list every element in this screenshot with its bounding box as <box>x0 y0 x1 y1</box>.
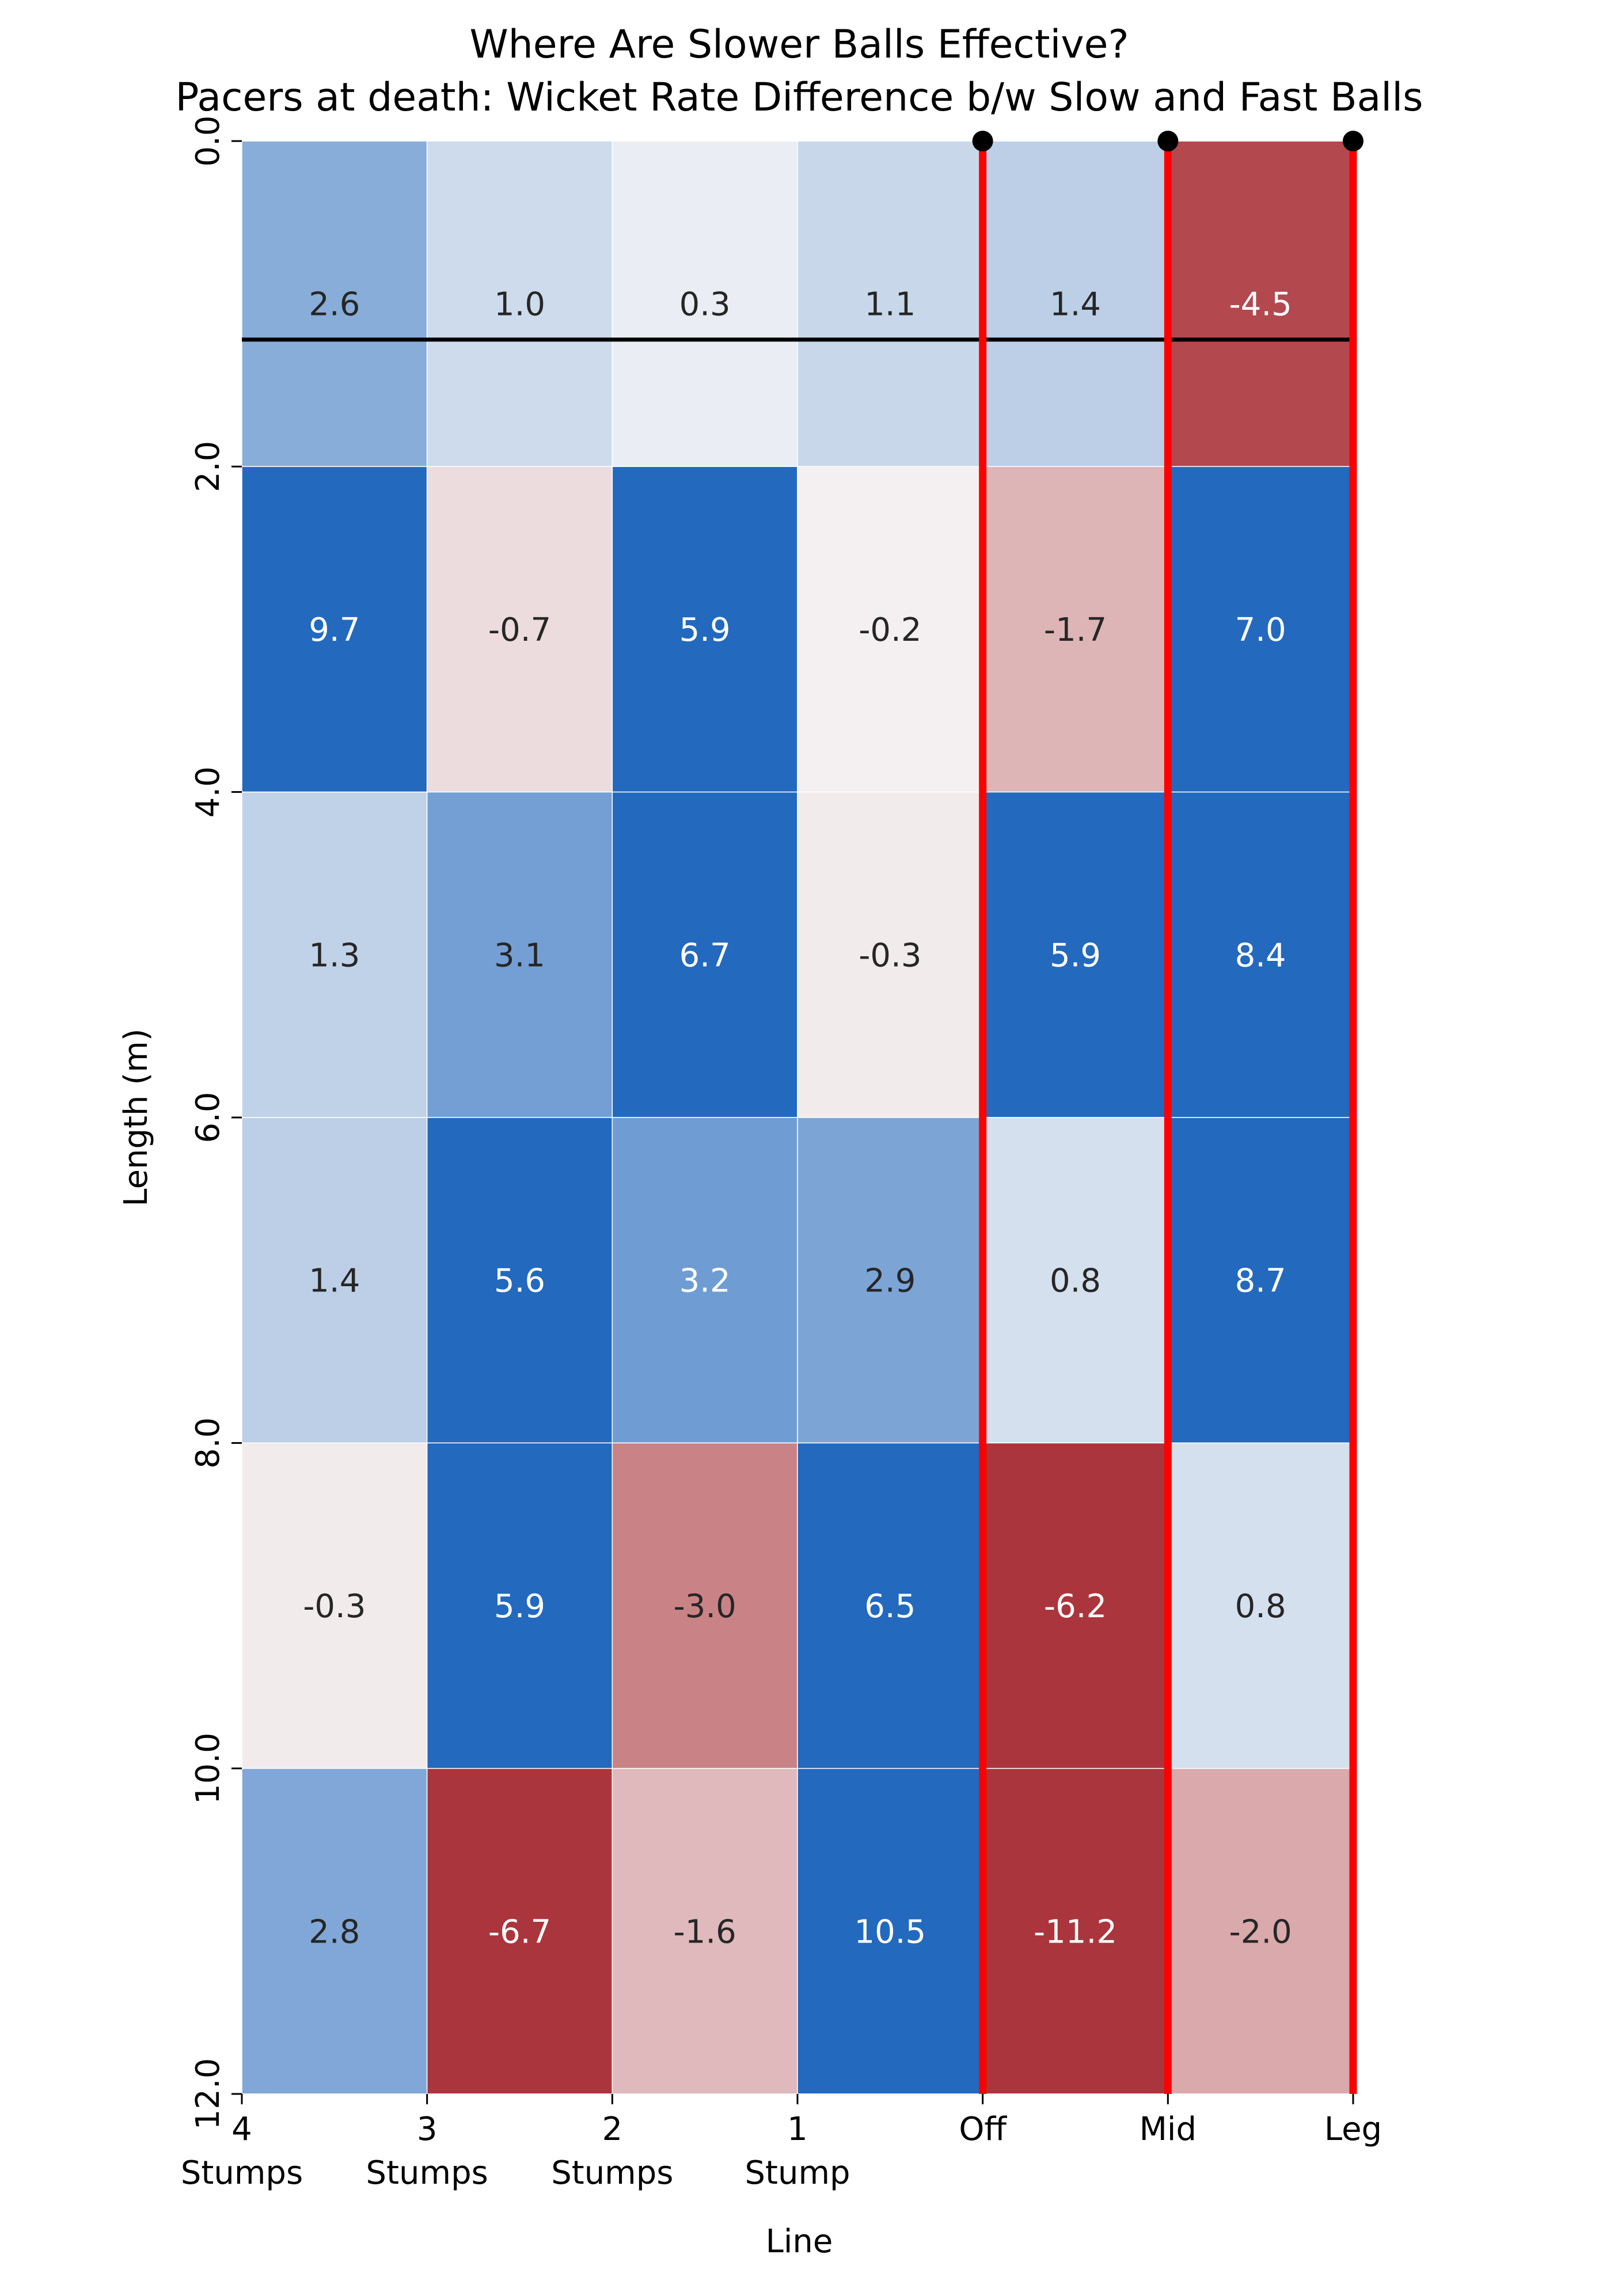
heatmap-cell <box>797 466 983 793</box>
cell-value-label: 0.8 <box>1235 1588 1286 1625</box>
stump-marker <box>1343 131 1363 151</box>
x-tick-label: 1 <box>787 2111 808 2148</box>
heatmap-cell <box>797 1767 983 2094</box>
heatmap-cell <box>797 140 983 467</box>
heatmap-cell <box>426 791 613 1118</box>
heatmap-cell <box>982 791 1169 1118</box>
heatmap-cell <box>612 140 798 467</box>
cell-value-label: 5.9 <box>1050 937 1101 974</box>
heatmap-cell <box>426 1117 613 1444</box>
cell-value-label: -11.2 <box>1034 1913 1117 1951</box>
cell-value-label: 2.9 <box>864 1263 916 1300</box>
chart-title: Where Are Slower Balls Effective? <box>469 22 1129 67</box>
x-tick-label: Off <box>959 2111 1007 2148</box>
cell-value-label: 5.9 <box>679 611 731 649</box>
heatmap-cell <box>982 1767 1169 2094</box>
x-tick-label: 2 <box>602 2111 623 2148</box>
heatmap-cell <box>612 1117 798 1444</box>
y-tick-label: 12.0 <box>189 2058 227 2130</box>
y-axis-label: Length (m) <box>117 1028 155 1206</box>
y-tick-label: 0.0 <box>189 115 227 166</box>
cell-value-label: 1.1 <box>864 286 916 324</box>
cell-value-label: -0.7 <box>488 611 551 649</box>
cell-value-label: 1.3 <box>309 937 360 974</box>
x-tick-label: Leg <box>1324 2111 1382 2148</box>
cell-value-label: -0.2 <box>859 611 921 649</box>
cell-value-label: 1.4 <box>309 1263 360 1300</box>
cell-value-label: -4.5 <box>1229 286 1292 324</box>
heatmap-cell <box>426 140 613 467</box>
heatmap-cell <box>797 1117 983 1444</box>
cell-value-label: -3.0 <box>674 1588 736 1625</box>
cell-value-label: 5.6 <box>494 1263 545 1300</box>
heatmap-cell <box>241 1767 428 2094</box>
cell-value-label: 3.1 <box>494 937 545 974</box>
cell-value-label: -6.2 <box>1044 1588 1107 1625</box>
cell-value-label: -1.6 <box>674 1913 736 1951</box>
cell-value-label: 0.8 <box>1050 1263 1101 1300</box>
cell-value-label: 0.3 <box>679 286 731 324</box>
cell-value-label: 10.5 <box>854 1913 926 1951</box>
heatmap-cell <box>1167 466 1354 793</box>
cell-value-label: -2.0 <box>1229 1913 1292 1951</box>
cell-value-label: 1.0 <box>494 286 545 324</box>
heatmap-cell <box>982 1442 1169 1769</box>
heatmap-cell <box>241 466 428 793</box>
x-tick-label: Stumps <box>366 2154 488 2192</box>
cell-value-label: 6.5 <box>864 1588 916 1625</box>
x-axis-label: Line <box>766 2223 833 2260</box>
cell-value-label: 1.4 <box>1050 286 1101 324</box>
y-tick-label: 6.0 <box>189 1092 227 1143</box>
cell-value-label: -6.7 <box>488 1913 551 1951</box>
heatmap-cell <box>241 791 428 1118</box>
heatmap-cells: 2.6 1.0 0.3 1.1 1.4 -4.5 9.7 -0.7 5.9 -0.2 -1.7 7.0… <box>241 140 1354 2094</box>
cell-value-label: 7.0 <box>1235 611 1286 649</box>
x-tick-label: Stumps <box>181 2154 303 2192</box>
x-axis: 4 Stumps 3 Stumps 2 Stumps 1 Stump Off Mid Leg <box>181 2094 1382 2192</box>
heatmap-cell <box>982 140 1169 467</box>
y-tick-label: 8.0 <box>189 1417 227 1469</box>
cell-value-label: -1.7 <box>1044 611 1107 649</box>
heatmap-cell <box>1167 140 1354 467</box>
pitch-overlay <box>242 131 1363 2094</box>
cell-value-label: 2.6 <box>309 286 360 324</box>
heatmap-cell <box>797 1442 983 1769</box>
x-tick-label: 3 <box>417 2111 438 2148</box>
cell-value-label: 5.9 <box>494 1588 545 1625</box>
cell-value-label: 6.7 <box>679 937 731 974</box>
heatmap-cell <box>241 1117 428 1444</box>
y-axis: 0.0 2.0 4.0 6.0 8.0 10.0 12.0 <box>189 115 242 2130</box>
heatmap-cell <box>426 1442 613 1769</box>
heatmap-cell <box>612 1442 798 1769</box>
cell-value-label: -0.3 <box>859 937 921 974</box>
heatmap-cell <box>1167 1442 1354 1769</box>
chart-subtitle: Pacers at death: Wicket Rate Difference … <box>175 75 1423 120</box>
heatmap-cell <box>241 1442 428 1769</box>
x-tick-label: 4 <box>231 2111 252 2148</box>
heatmap-cell <box>797 791 983 1118</box>
cell-value-label: 9.7 <box>309 611 360 649</box>
y-tick-label: 2.0 <box>189 441 227 492</box>
x-tick-label: Stumps <box>551 2154 673 2192</box>
heatmap-cell <box>1167 791 1354 1118</box>
cell-value-label: -0.3 <box>303 1588 366 1625</box>
cell-value-label: 8.4 <box>1235 937 1286 974</box>
stump-marker <box>972 131 993 151</box>
heatmap-cell <box>426 466 613 793</box>
heatmap-cell <box>241 140 428 467</box>
cell-value-label: 3.2 <box>679 1263 731 1300</box>
cell-value-label: 2.8 <box>309 1913 360 1951</box>
heatmap-cell <box>612 791 798 1118</box>
y-tick-label: 10.0 <box>189 1732 227 1804</box>
y-tick-label: 4.0 <box>189 766 227 818</box>
stump-marker <box>1157 131 1179 151</box>
heatmap-cell <box>1167 1767 1354 2094</box>
cell-value-label: 8.7 <box>1235 1263 1286 1300</box>
x-tick-label: Mid <box>1140 2111 1197 2148</box>
heatmap-cell <box>982 1117 1169 1444</box>
x-tick-label: Stump <box>745 2154 850 2192</box>
